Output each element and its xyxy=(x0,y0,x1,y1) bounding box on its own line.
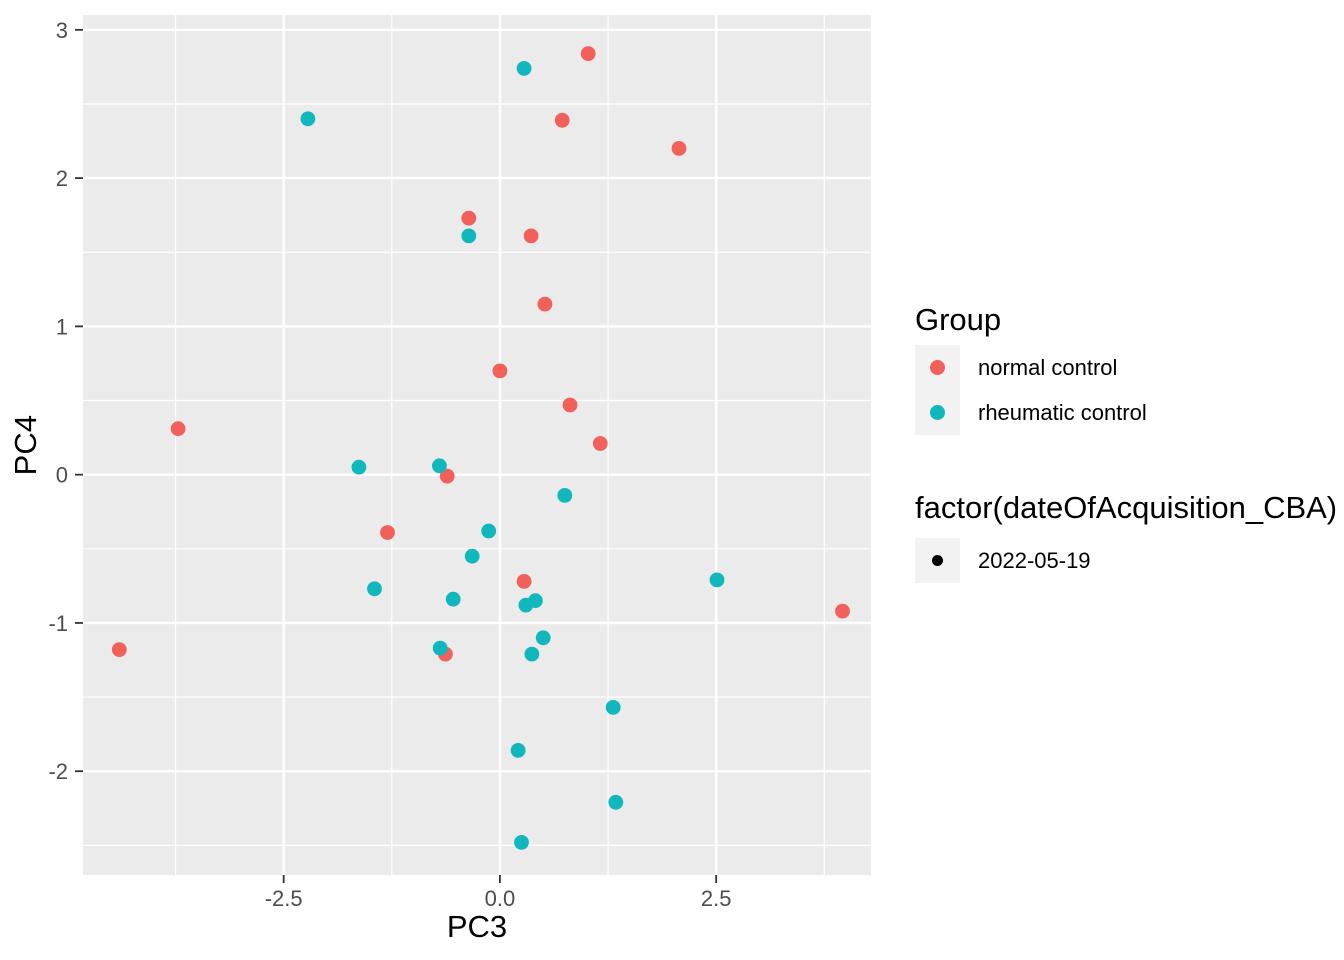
data-point xyxy=(835,603,850,619)
data-point xyxy=(461,210,477,226)
data-point xyxy=(461,228,477,244)
x-axis-title: PC3 xyxy=(446,909,508,944)
data-point xyxy=(523,228,539,244)
data-point xyxy=(464,548,480,564)
data-point xyxy=(709,572,725,588)
point-icon xyxy=(932,555,943,566)
legend-item-normal-control: normal control xyxy=(915,345,1335,390)
data-point xyxy=(432,458,447,474)
data-point xyxy=(367,581,382,597)
data-point xyxy=(516,574,532,589)
legend-key xyxy=(915,345,960,390)
data-point xyxy=(481,523,497,539)
data-point xyxy=(445,591,461,607)
data-point xyxy=(516,61,532,76)
data-point xyxy=(492,363,508,379)
legend-group-title: Group xyxy=(915,302,1002,337)
legend-item-label: 2022-05-19 xyxy=(978,547,1091,573)
legend-item-rheumatic-control: rheumatic control xyxy=(915,390,1335,435)
data-point xyxy=(510,743,526,758)
data-point xyxy=(535,630,551,646)
legend-acquisition-title: factor(dateOfAcquisition_CBA) xyxy=(915,490,1338,525)
y-tick-label: 0 xyxy=(56,463,68,488)
data-point xyxy=(528,593,543,609)
y-axis-title: PC4 xyxy=(7,414,43,476)
data-point xyxy=(380,525,395,540)
data-point xyxy=(608,794,624,810)
data-point xyxy=(580,46,596,61)
data-point xyxy=(300,111,316,127)
data-point xyxy=(170,421,186,437)
legend-key xyxy=(915,538,960,583)
data-point xyxy=(432,640,448,656)
plot-panel xyxy=(83,15,871,875)
y-tick-label: 1 xyxy=(56,314,68,339)
legend-item-acquisition-date: 2022-05-19 xyxy=(915,538,1335,583)
x-tick-label: -2.5 xyxy=(265,886,303,911)
data-point xyxy=(605,700,621,715)
data-point xyxy=(537,296,553,312)
data-point xyxy=(557,488,573,503)
data-point xyxy=(592,436,608,451)
data-point xyxy=(671,141,687,156)
legend-panel: Group normal control rheumatic control f… xyxy=(915,302,1338,583)
legend-item-label: normal control xyxy=(978,354,1118,380)
data-point xyxy=(111,642,127,657)
legend-item-label: rheumatic control xyxy=(978,399,1147,425)
y-axis-title-wrap: PC4 xyxy=(6,15,44,875)
data-point xyxy=(562,397,578,413)
y-tick-label: 2 xyxy=(56,166,68,191)
x-tick-label: 2.5 xyxy=(701,886,732,911)
y-tick-label: -1 xyxy=(48,611,68,636)
data-point xyxy=(554,112,570,128)
y-tick-label: 3 xyxy=(56,18,68,43)
point-icon xyxy=(930,360,945,375)
data-point xyxy=(439,468,455,484)
data-point xyxy=(351,459,367,475)
y-tick-label: -2 xyxy=(48,759,68,784)
x-tick-label: 0.0 xyxy=(485,886,516,911)
data-point xyxy=(524,646,540,662)
legend-key xyxy=(915,390,960,435)
data-point xyxy=(514,835,529,850)
point-icon xyxy=(930,405,945,420)
